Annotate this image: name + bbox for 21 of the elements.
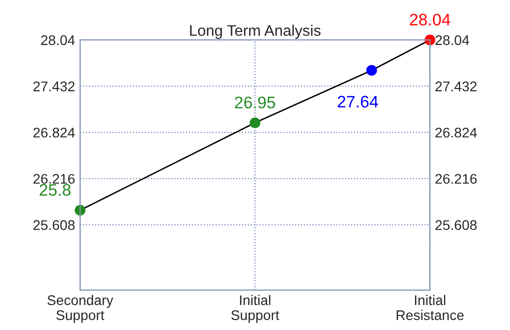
y-tick-label: 26.824: [33, 128, 75, 138]
point: [250, 117, 260, 128]
x-tick-label: Initial Resistance: [396, 294, 464, 320]
y2-tick-label: 25.608: [435, 220, 477, 230]
y2-tick-label: 28.04: [435, 35, 470, 46]
y-tick-label: 27.432: [33, 81, 75, 92]
data-label: 25.8: [40, 184, 71, 196]
y2-tick-label: 27.432: [435, 81, 477, 92]
y-tick-label: 25.608: [33, 220, 75, 230]
y2-tick-label: 26.824: [435, 128, 477, 138]
data-label: 28.04: [410, 14, 450, 26]
point: [366, 64, 377, 76]
chart-title: Long Term Analysis: [190, 24, 321, 39]
data-label: 26.95: [234, 96, 276, 108]
point: [74, 204, 86, 216]
y-tick-label: 26.216: [33, 174, 75, 184]
y-tick-label: 28.04: [41, 35, 75, 46]
y2-tick-label: 26.216: [435, 174, 477, 184]
data-label: 27.64: [338, 96, 378, 108]
x-tick-label: Secondary Support: [48, 294, 114, 323]
x-tick-label: Initial Support: [231, 294, 280, 323]
